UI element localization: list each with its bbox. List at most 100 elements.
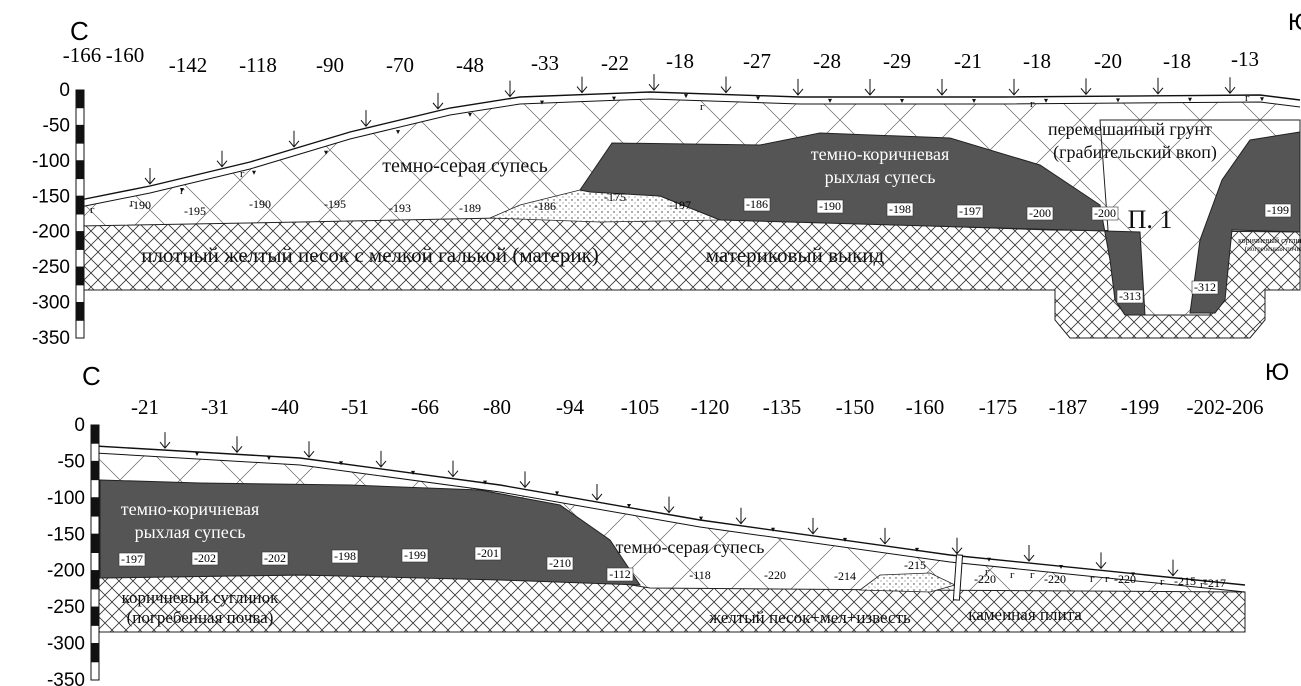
depth-box <box>816 199 844 214</box>
tick-triangle <box>483 480 487 485</box>
layer-label: желтый песок+мел+известь <box>708 608 911 627</box>
tick-triangle <box>1059 565 1063 570</box>
depth-label: -193 <box>389 201 411 215</box>
scale-label: 0 <box>59 80 70 101</box>
depth-label: -175 <box>604 190 626 204</box>
tick-triangle <box>252 170 256 175</box>
tick-triangle <box>1044 98 1048 103</box>
surface-line <box>94 445 1246 586</box>
humus-line <box>94 452 1246 593</box>
arrow <box>807 517 819 535</box>
arrow <box>1080 78 1092 96</box>
surface-elevation: -142 <box>169 53 208 77</box>
depth-label: -186 <box>534 199 556 213</box>
surface-elevation: -120 <box>691 395 730 419</box>
arrow <box>216 150 228 168</box>
surface-elevation: -94 <box>556 395 584 419</box>
surface-elevation: -27 <box>743 49 771 73</box>
surface-elevation: -48 <box>456 53 484 77</box>
soil-mark: г <box>180 185 185 197</box>
arrow <box>1224 77 1236 95</box>
layer-label: рыхлая супесь <box>135 522 246 542</box>
arrow <box>864 79 876 96</box>
layer-label: темно-серая супесь <box>616 537 765 557</box>
tick-triangle <box>267 456 271 461</box>
tick-triangle <box>411 470 415 475</box>
arrow <box>936 79 948 96</box>
arrow <box>1023 545 1035 562</box>
surface-elevation: -160 <box>106 43 145 67</box>
depth-box <box>886 202 914 217</box>
layer-label: рыхлая супесь <box>825 167 936 187</box>
depth-box <box>474 546 502 561</box>
surface-elevation: -13 <box>1231 47 1259 71</box>
depth-label: -220 <box>764 568 786 582</box>
arrow <box>720 76 732 94</box>
depth-label: -198 <box>889 202 911 216</box>
depth-label: -202 <box>194 551 216 565</box>
surface-elevation: -18 <box>1163 49 1191 73</box>
scale-segment <box>90 588 100 608</box>
scale-segment <box>90 442 100 462</box>
scale-segment <box>75 178 85 197</box>
scale-segment <box>75 89 85 109</box>
surface-elevation: -175 <box>979 395 1018 419</box>
surface-elevation: -22 <box>601 51 629 75</box>
texts: С Ю0-50-100-150-200-250-300-350-166 -160 -1… <box>32 9 1301 686</box>
scale-label: -300 <box>32 293 70 314</box>
layer-label: темно-серая супесь <box>382 155 547 177</box>
north-label: С <box>82 361 101 391</box>
depth-label: -195 <box>324 197 346 211</box>
surface-elevation: -166 <box>63 43 102 67</box>
tick-triangle <box>987 557 991 562</box>
arrow <box>648 74 660 91</box>
soil-mark: г <box>1105 573 1110 585</box>
layer-label: (погребенная почва) <box>1245 245 1301 253</box>
depth-label: -190 <box>129 198 151 212</box>
soil-mark: г <box>1010 569 1015 581</box>
scale-label: -150 <box>32 186 70 207</box>
depth-label: -199 <box>404 548 426 562</box>
depth-box <box>118 552 146 567</box>
surface-elevation: -21 <box>131 395 159 419</box>
scale-label: 0 <box>74 415 85 436</box>
tick-triangle <box>195 452 199 457</box>
surface-elevation: -199 <box>1121 395 1160 419</box>
tick-triangle <box>396 130 400 135</box>
tick-triangle <box>843 537 847 542</box>
depth-label: -200 <box>1094 206 1116 220</box>
depth-label: -190 <box>249 197 271 211</box>
arrow <box>1008 78 1020 96</box>
tick-triangle <box>324 150 328 155</box>
depth-label: -202 <box>264 551 286 565</box>
tick-triangle <box>684 94 688 99</box>
tick-triangle <box>972 99 976 103</box>
tick-triangle <box>1188 97 1192 102</box>
scale-segment <box>90 497 100 517</box>
depth-label: -195 <box>184 204 206 218</box>
scale-label: -250 <box>32 257 70 278</box>
south-label: Ю <box>1288 9 1301 36</box>
depth-box <box>743 197 771 212</box>
scale-segment <box>75 195 85 215</box>
depth-label: -220 <box>1044 572 1066 586</box>
brown-sandy-loam <box>579 132 1146 316</box>
depth-box <box>956 204 984 219</box>
depth-box <box>606 567 634 582</box>
surface-elevation: -150 <box>836 395 875 419</box>
depth-label: -190 <box>819 199 841 213</box>
soil-mark: г <box>240 168 245 180</box>
scale-label: -300 <box>47 634 85 655</box>
tick-triangle <box>612 96 616 101</box>
tick-triangle <box>1116 98 1120 103</box>
soil-mark: г <box>90 204 95 216</box>
layer-label: (погребенная почва) <box>127 608 274 627</box>
layer-label: плотный желтый песок с мелкой галькой (м… <box>141 243 599 267</box>
arrow <box>288 130 300 148</box>
layer-label: П. 1 <box>1128 205 1173 234</box>
arrow <box>1167 559 1179 577</box>
tick-triangle <box>540 100 544 105</box>
scale-segment <box>90 479 100 499</box>
depth-label: -214 <box>834 569 856 583</box>
scale-segment <box>75 160 85 180</box>
